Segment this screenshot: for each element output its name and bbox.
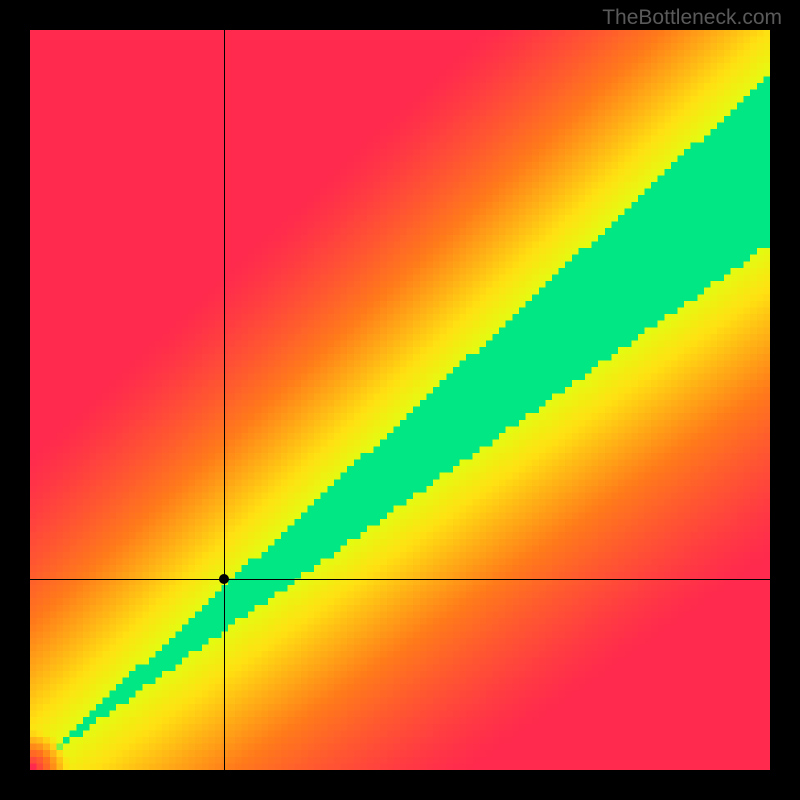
crosshair-horizontal (30, 579, 770, 580)
heatmap-canvas (30, 30, 770, 770)
heatmap-plot-area (30, 30, 770, 770)
crosshair-marker (219, 574, 229, 584)
watermark-text: TheBottleneck.com (602, 6, 782, 30)
crosshair-vertical (224, 30, 225, 770)
